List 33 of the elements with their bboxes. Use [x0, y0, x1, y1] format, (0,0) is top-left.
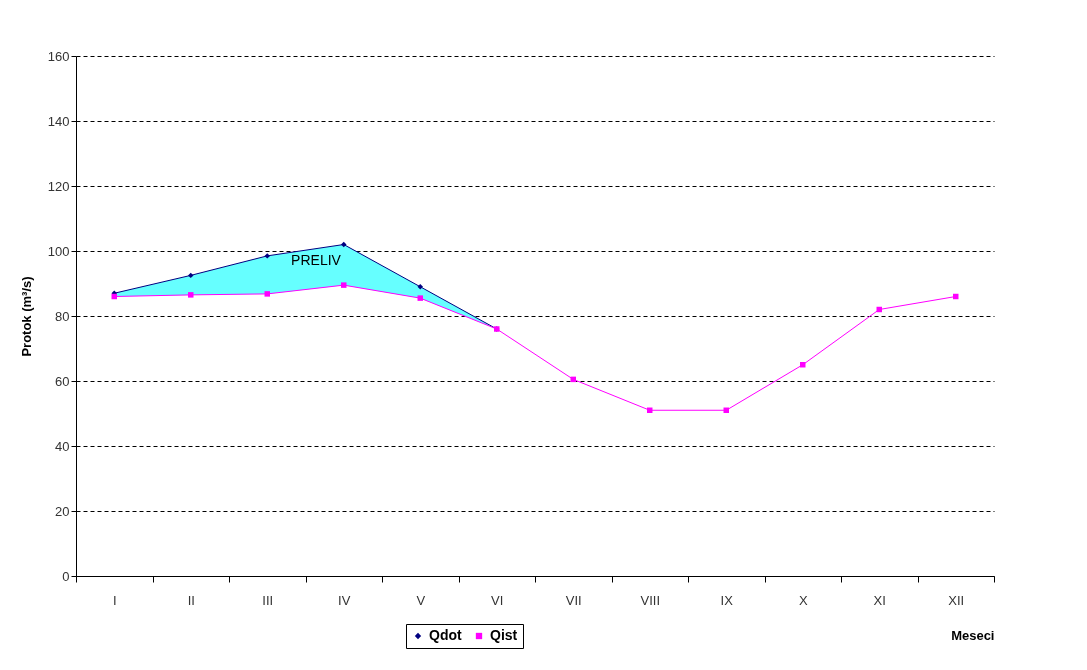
annotation: PRELIV [291, 252, 342, 268]
point [188, 292, 194, 298]
y-tick-label: 100 [47, 243, 70, 259]
y-tick-label: 0 [62, 568, 70, 584]
legend-label: Qdot [429, 627, 462, 643]
x-tick-label: VI [491, 592, 504, 608]
x-tick-label: IX [720, 592, 734, 608]
x-tick-label: VIII [640, 592, 661, 608]
x-axis-title: Meseci [951, 627, 995, 643]
x-tick-label: XII [948, 592, 965, 608]
point [264, 253, 270, 259]
x-tick-label: II [187, 592, 195, 608]
y-tick-label: 80 [55, 308, 70, 324]
y-tick-label: 20 [55, 503, 70, 519]
x-tick-label: I [112, 592, 117, 608]
x-tick-label: X [798, 592, 808, 608]
point [188, 272, 194, 279]
x-tick-label: III [262, 592, 274, 608]
x-tick-label: XI [873, 592, 886, 608]
y-tick-label: 160 [47, 48, 70, 64]
x-tick-label: V [416, 592, 426, 608]
y-tick-label: 140 [47, 113, 70, 129]
y-tick-label: 40 [55, 438, 70, 454]
legend-label: Qist [490, 627, 518, 643]
y-tick-label: 120 [47, 178, 70, 194]
point [417, 284, 423, 290]
y-axis-title: Protok (m³/s) [18, 276, 34, 357]
x-tick-label: VII [565, 592, 582, 608]
y-tick-label: 60 [55, 373, 70, 389]
point [341, 282, 347, 288]
point [417, 295, 423, 301]
x-tick-label: IV [338, 592, 351, 608]
point [264, 291, 270, 297]
